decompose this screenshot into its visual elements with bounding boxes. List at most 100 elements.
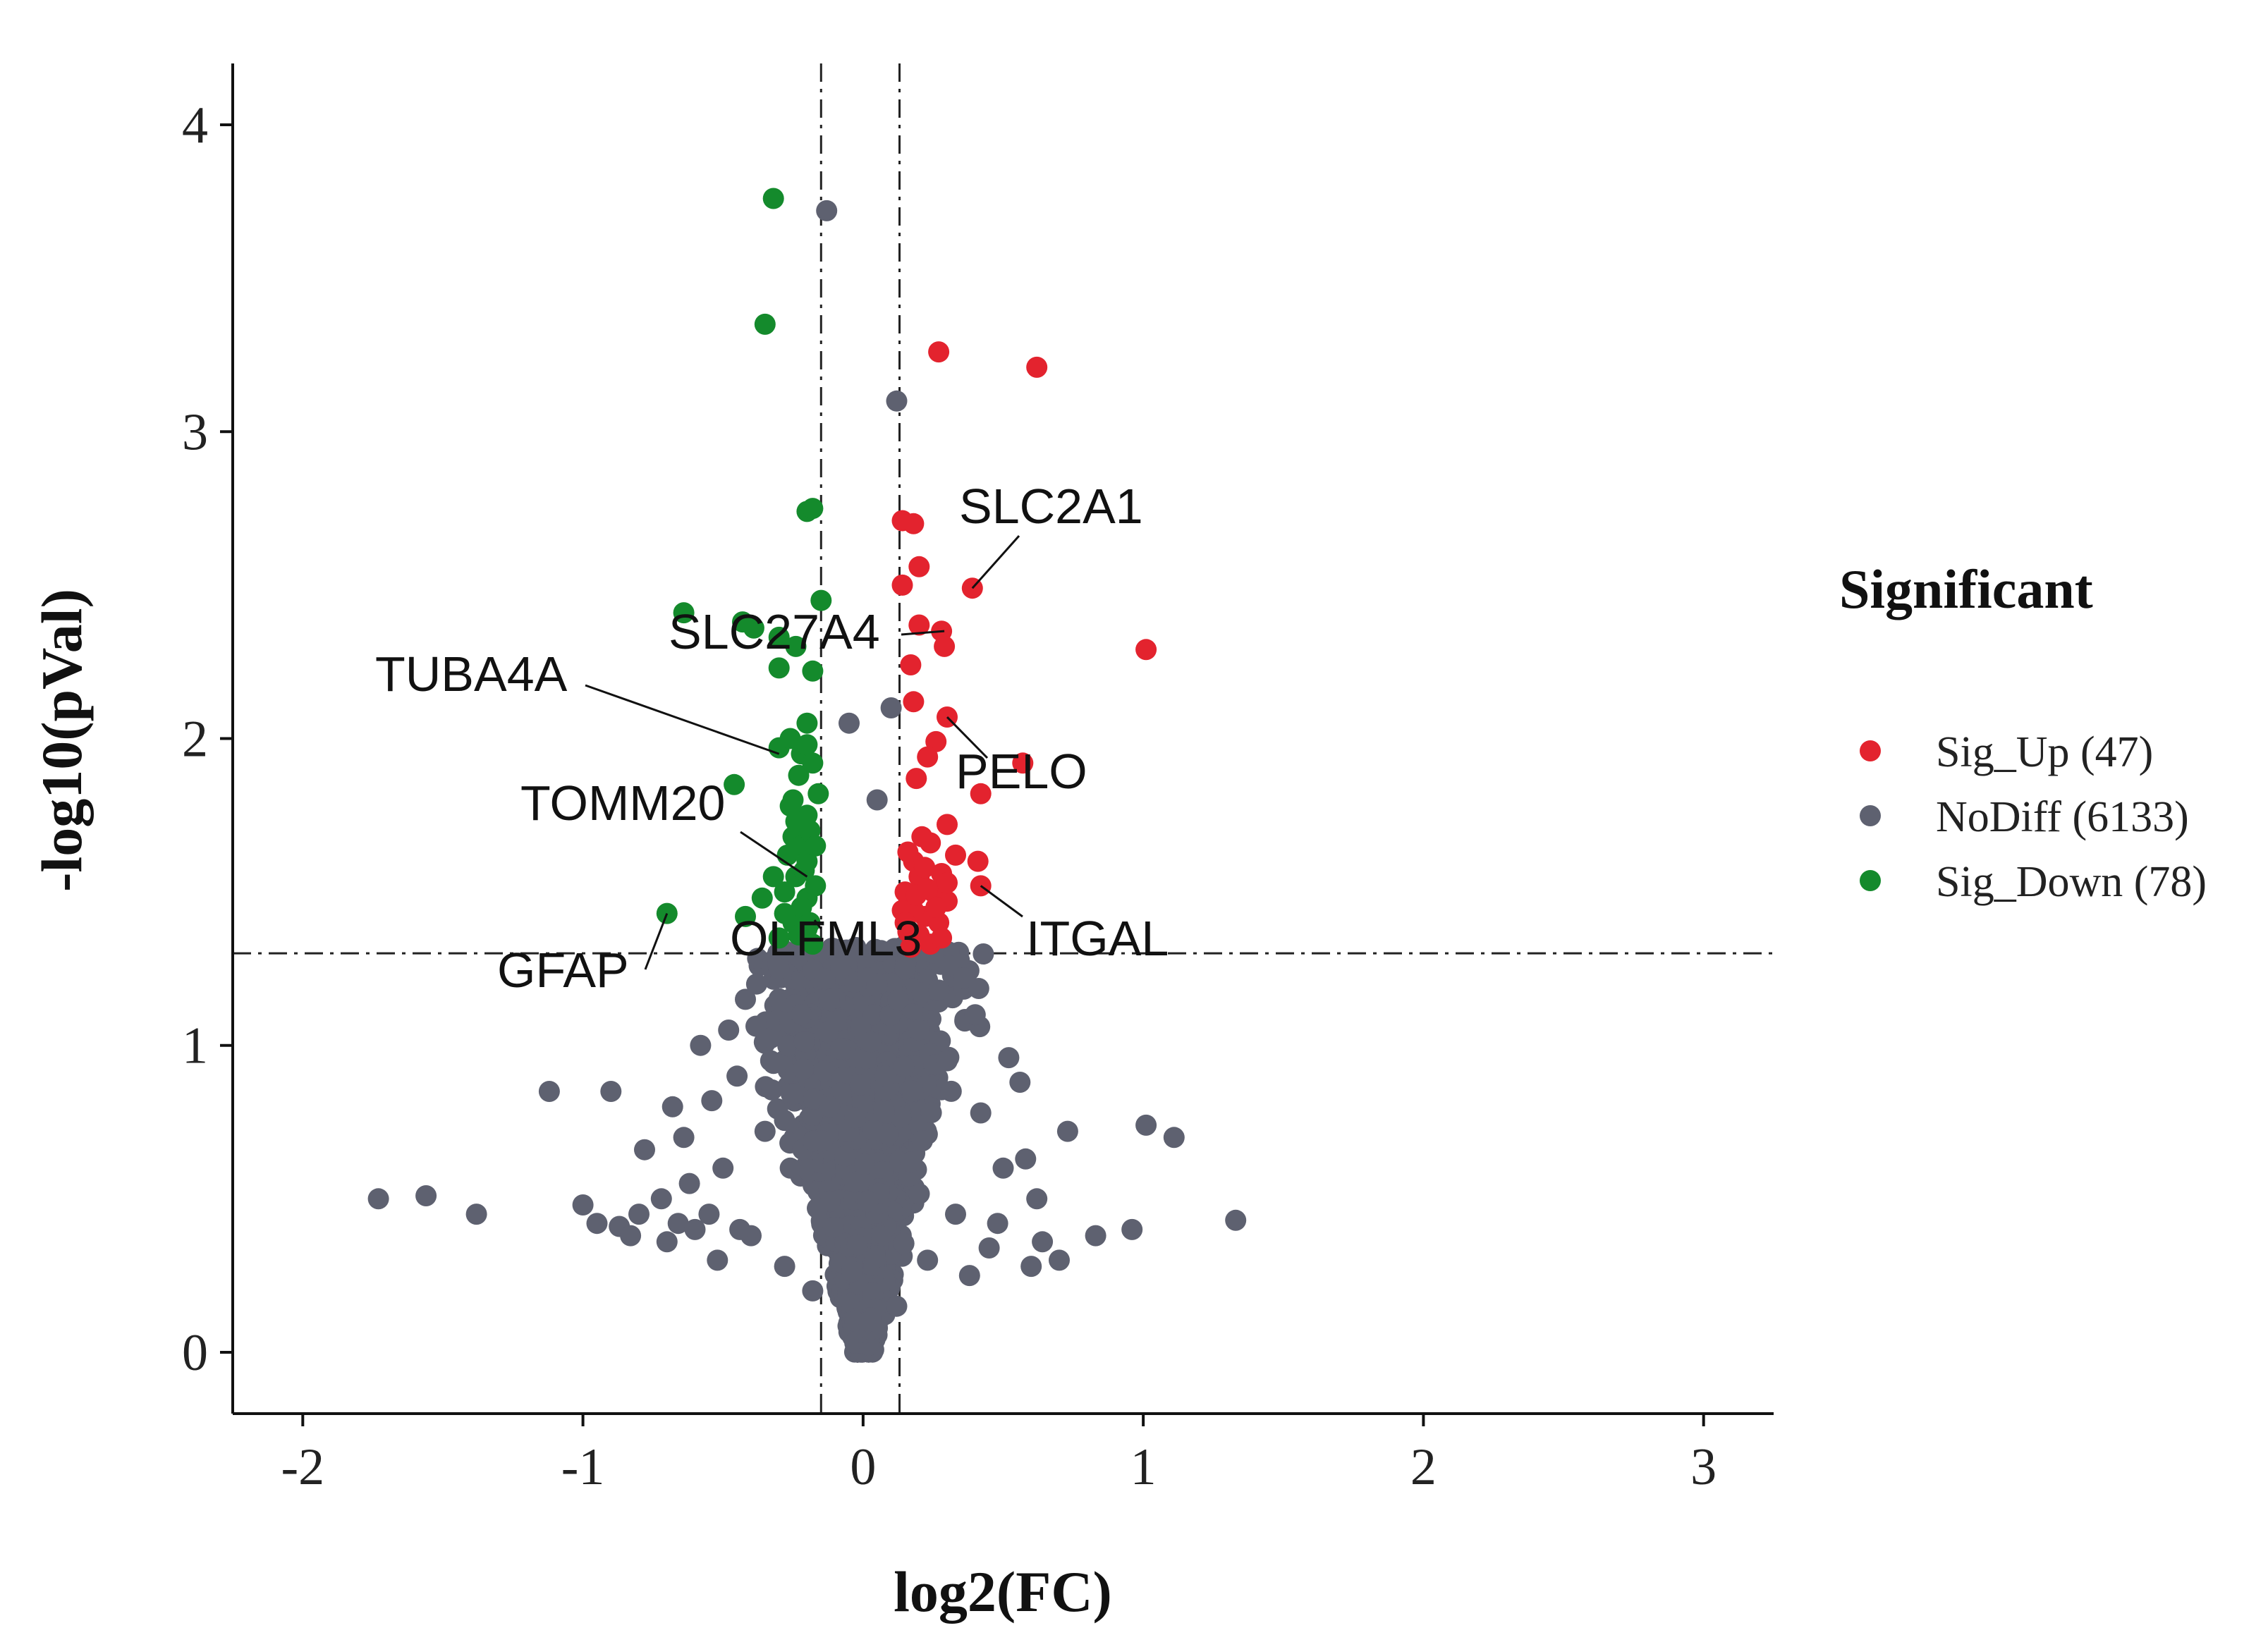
gene-label: TUBA4A: [375, 647, 568, 702]
nodiff-point: [917, 1249, 939, 1271]
sig-down-point: [796, 734, 818, 756]
sig-down-point: [735, 905, 756, 927]
sig-down-point: [751, 887, 773, 909]
nodiff-point: [1015, 1148, 1037, 1170]
nodiff-point: [968, 978, 989, 999]
gene-label: SLC27A4: [669, 604, 880, 659]
sig-down-point: [774, 902, 795, 924]
nodiff-point: [928, 979, 950, 1001]
nodiff-point: [650, 1188, 672, 1210]
nodiff-point: [572, 1194, 594, 1216]
sig-up-point: [900, 654, 922, 675]
legend-label: Sig_Down (78): [1936, 858, 2207, 906]
nodiff-point: [718, 1020, 740, 1041]
nodiff-point: [1135, 1114, 1157, 1136]
nodiff-point: [816, 200, 838, 221]
nodiff-point: [860, 1031, 882, 1053]
nodiff-point: [870, 1225, 891, 1247]
nodiff-point: [893, 1232, 915, 1254]
nodiff-point: [841, 1261, 863, 1282]
nodiff-point: [834, 1145, 856, 1167]
nodiff-point: [791, 1004, 812, 1026]
nodiff-point: [874, 1065, 896, 1087]
nodiff-point: [673, 1127, 695, 1149]
legend-label: Sig_Up (47): [1936, 728, 2153, 776]
nodiff-point: [818, 989, 840, 1011]
nodiff-point: [862, 1282, 884, 1304]
annotation-leader: [585, 684, 780, 755]
nodiff-point: [586, 1213, 608, 1235]
nodiff-point: [802, 1280, 824, 1302]
sig-up-point: [917, 746, 939, 768]
legend-key-nodiff: [1860, 805, 1881, 826]
gene-label: TOMM20: [520, 776, 725, 831]
sig-up-point: [917, 878, 939, 900]
nodiff-point: [793, 1031, 815, 1053]
legend-title: Significant: [1839, 558, 2093, 620]
nodiff-point: [920, 1102, 942, 1124]
nodiff-point: [862, 1004, 884, 1026]
sig-up-point: [903, 691, 925, 713]
nodiff-point: [938, 955, 959, 976]
y-tick-label: 1: [182, 1017, 208, 1075]
annotation-leader: [813, 919, 822, 930]
nodiff-point: [690, 1034, 712, 1056]
annotation-leader: [946, 716, 989, 759]
nodiff-point: [937, 1050, 958, 1072]
nodiff-point: [812, 1130, 834, 1152]
sig-down-point: [807, 783, 829, 804]
annotation-leader: [644, 913, 669, 970]
gene-label: OLFML3: [730, 911, 922, 966]
nodiff-point: [729, 1218, 751, 1240]
sig-down-point: [802, 498, 824, 520]
nodiff-point: [945, 1204, 966, 1225]
y-tick-label: 4: [182, 97, 208, 154]
nodiff-point: [784, 1083, 805, 1105]
sig-down-point: [779, 728, 801, 749]
sig-up-point: [945, 844, 966, 866]
nodiff-point: [754, 1120, 776, 1142]
sig-down-point: [779, 795, 801, 817]
sig-down-point: [796, 712, 818, 734]
nodiff-density: [745, 936, 994, 1363]
nodiff-point: [987, 1213, 1008, 1235]
nodiff-point: [866, 789, 888, 811]
annotation-leader: [980, 885, 1023, 918]
sig-up-point: [914, 857, 936, 878]
nodiff-point: [894, 957, 916, 979]
x-tick-label: 3: [1690, 1438, 1717, 1496]
nodiff-point: [870, 940, 892, 962]
nodiff-point: [862, 1120, 884, 1141]
nodiff-point: [803, 1088, 824, 1110]
sig-down-point: [802, 660, 824, 682]
legend-key-sig-down: [1860, 870, 1881, 891]
nodiff-point: [807, 1197, 828, 1219]
nodiff-point: [872, 1161, 894, 1182]
nodiff-point: [846, 1234, 868, 1256]
nodiff-point: [634, 1139, 655, 1161]
nodiff-point: [900, 1151, 922, 1173]
nodiff-point: [880, 697, 902, 718]
gene-label: ITGAL: [1026, 911, 1169, 966]
nodiff-point: [1020, 1256, 1042, 1278]
sig-up-point: [908, 556, 930, 577]
nodiff-point: [760, 1050, 781, 1072]
sig-up-point: [897, 841, 919, 863]
y-tick-label: 3: [182, 403, 208, 461]
sig-down-point: [788, 924, 810, 945]
sig-down-point: [802, 752, 824, 774]
x-tick-label: -1: [561, 1438, 605, 1496]
sig-down-point: [805, 875, 827, 897]
nodiff-point: [774, 1256, 795, 1278]
sig-down-point: [785, 635, 807, 657]
nodiff-point: [970, 1102, 992, 1124]
sig-up-point: [970, 783, 992, 804]
nodiff-point: [873, 1101, 895, 1123]
nodiff-point: [367, 1188, 389, 1210]
nodiff-point: [620, 1225, 642, 1247]
nodiff-point: [893, 1055, 915, 1077]
nodiff-point: [698, 1204, 720, 1225]
y-tick-label: 0: [182, 1324, 208, 1382]
annotation-leader: [971, 535, 1020, 589]
nodiff-point: [964, 1004, 986, 1026]
